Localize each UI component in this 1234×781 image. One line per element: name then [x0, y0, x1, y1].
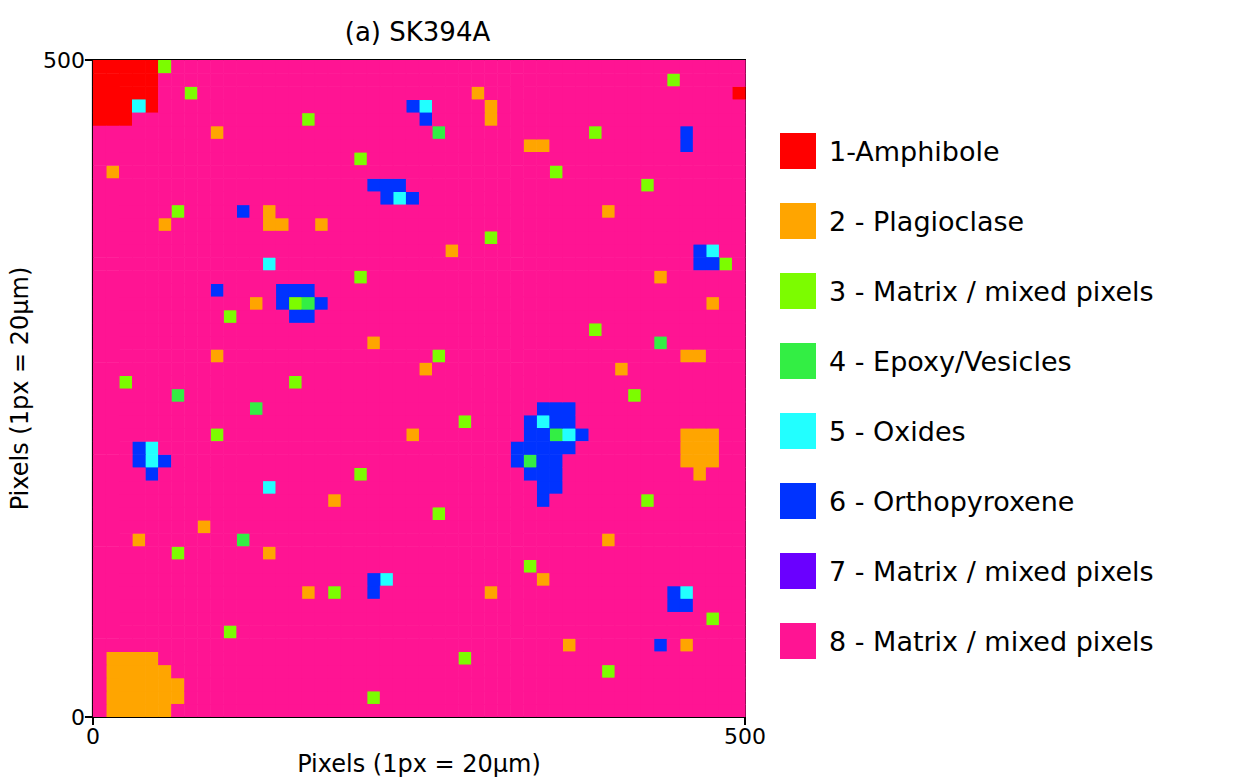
svg-text:1-Amphibole: 1-Amphibole: [829, 136, 1000, 167]
svg-text:0: 0: [86, 724, 100, 749]
svg-text:2 - Plagioclase: 2 - Plagioclase: [829, 206, 1024, 237]
svg-text:4 - Epoxy/Vesicles: 4 - Epoxy/Vesicles: [829, 346, 1072, 377]
svg-text:(a) SK394A: (a) SK394A: [345, 17, 491, 47]
svg-text:0: 0: [71, 705, 85, 730]
svg-text:8 - Matrix / mixed pixels: 8 - Matrix / mixed pixels: [829, 626, 1154, 657]
svg-text:7 - Matrix / mixed pixels: 7 - Matrix / mixed pixels: [829, 556, 1154, 587]
svg-text:5 - Oxides: 5 - Oxides: [829, 416, 966, 447]
svg-text:6 - Orthopyroxene: 6 - Orthopyroxene: [829, 486, 1074, 517]
svg-text:500: 500: [724, 724, 766, 749]
svg-text:3 - Matrix / mixed pixels: 3 - Matrix / mixed pixels: [829, 276, 1154, 307]
svg-text:Pixels (1px = 20μm): Pixels (1px = 20μm): [6, 267, 34, 511]
svg-text:500: 500: [43, 48, 85, 73]
svg-text:Pixels (1px = 20μm): Pixels (1px = 20μm): [297, 750, 541, 778]
